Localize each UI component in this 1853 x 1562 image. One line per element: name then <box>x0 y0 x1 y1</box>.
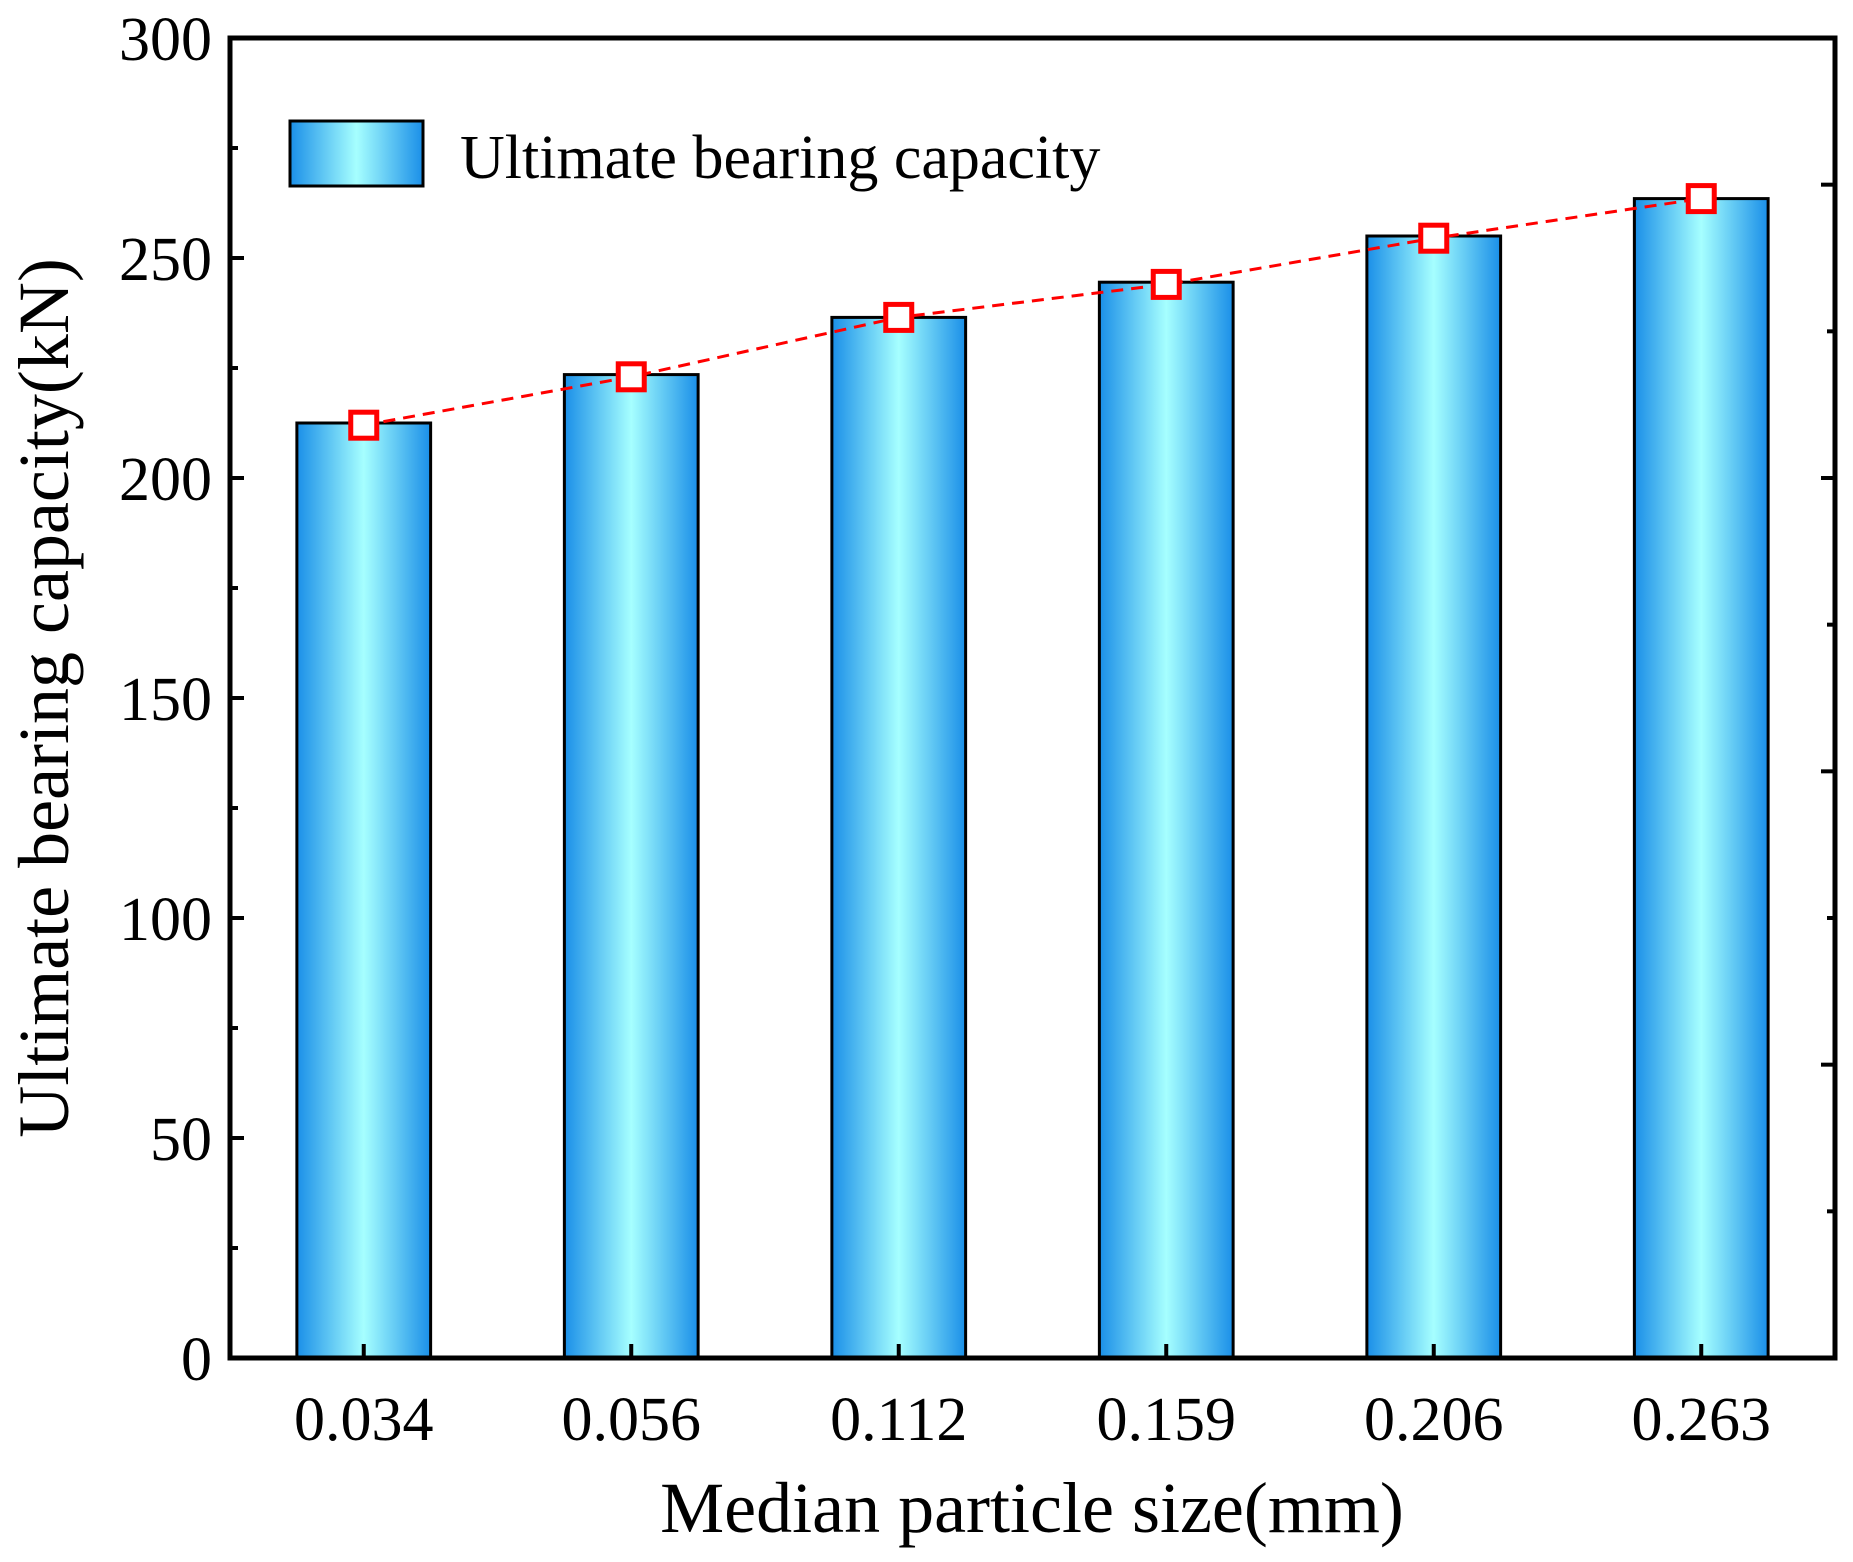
bars-layer <box>295 197 1770 1360</box>
y-tick-label: 300 <box>119 6 212 74</box>
trend-marker-0.206 <box>1418 222 1450 254</box>
bar-0.112 <box>830 315 968 1360</box>
y-tick-label: 150 <box>119 666 212 734</box>
bar-0.034 <box>295 421 433 1360</box>
x-tick-label: 0.159 <box>1097 1386 1237 1454</box>
trend-line <box>363 197 1702 427</box>
x-axis-title: Median particle size(mm) <box>660 1468 1404 1548</box>
y-axis-title: Ultimate bearing capacity(kN) <box>4 258 84 1138</box>
legend-label: Ultimate bearing capacity <box>460 124 1100 192</box>
trend-layer <box>348 183 1717 441</box>
y-tick-label: 250 <box>119 226 212 294</box>
trend-marker-0.034 <box>348 409 380 441</box>
x-tick-label: 0.112 <box>830 1386 967 1454</box>
x-tick-label: 0.034 <box>294 1386 434 1454</box>
trend-marker-0.263 <box>1685 183 1717 215</box>
x-tick-label: 0.206 <box>1364 1386 1504 1454</box>
legend-swatch <box>288 119 425 188</box>
x-tick-label: 0.263 <box>1632 1386 1772 1454</box>
bar-0.159 <box>1097 280 1235 1360</box>
plot-frame <box>227 35 1838 1361</box>
trend-marker-0.056 <box>615 361 647 393</box>
bar-0.056 <box>562 373 700 1360</box>
bar-0.263 <box>1632 197 1770 1360</box>
legend: Ultimate bearing capacity <box>288 119 1100 192</box>
ticks-layer: 0 50 100 150 200 250 300 0.034 0.056 0.112 0.159 0.… <box>119 6 1835 1454</box>
y-tick-label: 50 <box>150 1106 212 1174</box>
bar-0.206 <box>1365 234 1503 1360</box>
trend-marker-0.112 <box>883 301 915 333</box>
y-tick-label: 0 <box>181 1326 212 1394</box>
trend-marker-0.159 <box>1150 268 1182 300</box>
x-tick-label: 0.056 <box>562 1386 702 1454</box>
y-tick-label: 100 <box>119 886 212 954</box>
y-tick-label: 200 <box>119 446 212 514</box>
